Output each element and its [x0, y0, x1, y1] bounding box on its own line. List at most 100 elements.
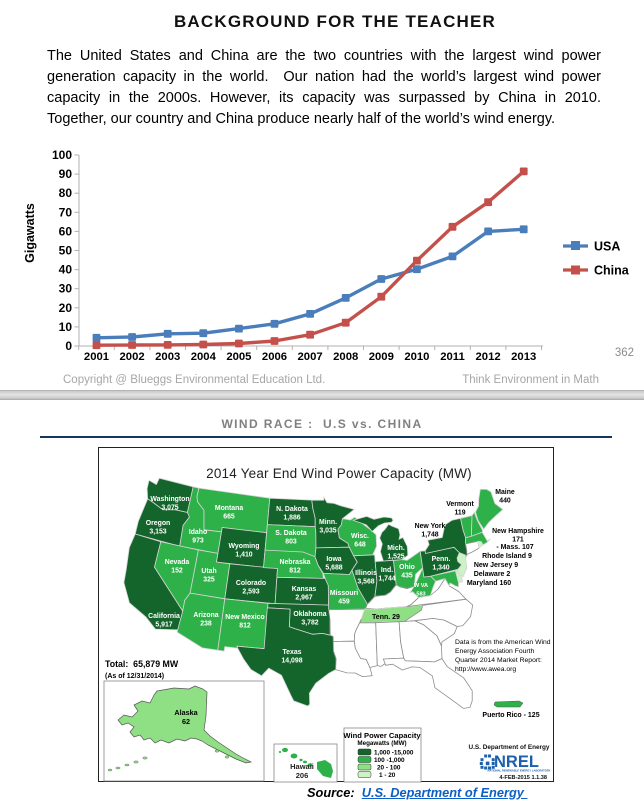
svg-text:Mich.: Mich. [387, 545, 405, 552]
svg-text:2010: 2010 [404, 351, 429, 363]
svg-text:206: 206 [296, 771, 309, 780]
svg-text:Utah: Utah [201, 568, 216, 575]
svg-text:803: 803 [285, 539, 297, 546]
svg-text:Nebraska: Nebraska [279, 559, 310, 566]
svg-text:New Jersey 9: New Jersey 9 [474, 562, 518, 569]
svg-text:119: 119 [454, 510, 465, 517]
svg-text:Arizona: Arizona [193, 612, 218, 619]
svg-text:New Mexico: New Mexico [225, 614, 264, 621]
svg-text:973: 973 [192, 538, 204, 545]
svg-text:U.S. Department of Energy: U.S. Department of Energy [469, 744, 550, 751]
svg-text:Rhode Island 9: Rhode Island 9 [482, 553, 532, 560]
svg-text:3,782: 3,782 [301, 620, 318, 627]
svg-text:812: 812 [289, 568, 301, 575]
svg-text:325: 325 [203, 577, 215, 584]
svg-text:Missouri: Missouri [330, 590, 358, 597]
svg-text:2006: 2006 [262, 351, 287, 363]
svg-text:Data is from the American Wind: Data is from the American Wind [455, 639, 551, 646]
svg-text:- Mass. 107: - Mass. 107 [496, 544, 533, 551]
svg-text:Quarter 2014 Market Report:: Quarter 2014 Market Report: [455, 657, 542, 664]
svg-text:4-FEB-2015 1.1.38: 4-FEB-2015 1.1.38 [499, 775, 547, 781]
svg-text:Vermont: Vermont [446, 501, 474, 508]
svg-text:Montana: Montana [215, 505, 243, 512]
svg-text:Wind Power Capacity: Wind Power Capacity [343, 731, 421, 740]
svg-text:Kansas: Kansas [292, 586, 317, 593]
svg-text:0: 0 [65, 339, 72, 353]
svg-text:W VA: W VA [414, 583, 428, 589]
svg-text:3,075: 3,075 [161, 505, 178, 512]
svg-text:2003: 2003 [155, 351, 180, 363]
svg-text:Colorado: Colorado [236, 580, 266, 587]
svg-text:2002: 2002 [120, 351, 145, 363]
svg-text:Idaho: Idaho [189, 529, 207, 536]
svg-text:2009: 2009 [369, 351, 394, 363]
svg-text:2,593: 2,593 [242, 589, 259, 596]
svg-text:1,000 -15,000: 1,000 -15,000 [374, 750, 414, 757]
svg-text:S. Dakota: S. Dakota [275, 530, 307, 537]
svg-text:(As of 12/31/2014): (As of 12/31/2014) [105, 673, 164, 680]
svg-text:60: 60 [59, 224, 73, 238]
svg-text:Illinois: Illinois [355, 570, 377, 577]
svg-text:Washington: Washington [150, 496, 189, 503]
svg-text:Wyoming: Wyoming [229, 543, 260, 550]
svg-text:1 - 20: 1 - 20 [379, 772, 396, 779]
svg-text:Hawaii: Hawaii [290, 762, 314, 771]
svg-text:100: 100 [52, 148, 72, 162]
svg-text:Tenn. 29: Tenn. 29 [372, 614, 400, 621]
svg-text:2007: 2007 [298, 351, 323, 363]
svg-text:2011: 2011 [440, 351, 465, 363]
svg-text:70: 70 [59, 205, 73, 219]
svg-text:5,688: 5,688 [325, 565, 342, 572]
svg-text:Maryland 160: Maryland 160 [467, 580, 511, 587]
svg-text:440: 440 [499, 498, 511, 505]
svg-text:171: 171 [512, 537, 524, 544]
svg-text:62: 62 [182, 717, 190, 726]
svg-text:1,886: 1,886 [283, 515, 300, 522]
svg-text:http://www.awea.org: http://www.awea.org [455, 666, 516, 673]
svg-text:2013: 2013 [511, 351, 536, 363]
svg-text:Iowa: Iowa [326, 556, 341, 563]
svg-text:Nevada: Nevada [165, 559, 190, 566]
svg-text:Penn.: Penn. [432, 556, 451, 563]
svg-text:90: 90 [59, 167, 73, 181]
svg-text:2014 Year End Wind Power Capac: 2014 Year End Wind Power Capacity (MW) [206, 466, 472, 481]
svg-text:812: 812 [239, 623, 251, 630]
svg-text:New Hampshire: New Hampshire [492, 528, 544, 535]
svg-text:Ind.: Ind. [381, 567, 393, 574]
svg-text:665: 665 [223, 514, 235, 521]
svg-text:N. Dakota: N. Dakota [276, 506, 308, 513]
svg-text:Puerto Rico - 125: Puerto Rico - 125 [482, 712, 539, 719]
svg-text:238: 238 [200, 621, 212, 628]
svg-text:NATIONAL RENEWABLE ENERGY LABO: NATIONAL RENEWABLE ENERGY LABORATORY [488, 769, 551, 773]
svg-text:2008: 2008 [333, 351, 358, 363]
svg-text:California: California [148, 613, 180, 620]
svg-text:14,098: 14,098 [281, 658, 302, 665]
svg-text:China: China [594, 264, 630, 278]
svg-text:152: 152 [171, 568, 183, 575]
svg-text:1,748: 1,748 [421, 532, 438, 539]
svg-text:USA: USA [594, 240, 620, 254]
svg-text:Megawatts (MW): Megawatts (MW) [357, 740, 406, 747]
svg-text:2001: 2001 [84, 351, 109, 363]
svg-text:Gigawatts: Gigawatts [23, 203, 37, 263]
svg-text:Minn.: Minn. [319, 519, 337, 526]
svg-text:3,568: 3,568 [357, 579, 374, 586]
svg-text:Total: 65,879 MW: Total: 65,879 MW [105, 659, 179, 669]
svg-text:2005: 2005 [226, 351, 251, 363]
svg-text:Wisc.: Wisc. [351, 533, 369, 540]
svg-text:30: 30 [59, 282, 73, 296]
svg-text:2012: 2012 [476, 351, 501, 363]
svg-text:Oklahoma: Oklahoma [293, 611, 326, 618]
svg-text:583: 583 [416, 592, 425, 598]
svg-text:3,153: 3,153 [149, 529, 166, 536]
svg-text:20 - 100: 20 - 100 [377, 765, 401, 772]
svg-text:3,035: 3,035 [319, 528, 336, 535]
svg-text:Alaska: Alaska [174, 708, 198, 717]
svg-text:435: 435 [401, 573, 413, 580]
svg-text:1,410: 1,410 [235, 552, 252, 559]
svg-text:2,967: 2,967 [295, 595, 312, 602]
svg-text:2004: 2004 [191, 351, 217, 363]
svg-text:80: 80 [59, 186, 73, 200]
svg-text:1,340: 1,340 [432, 565, 449, 572]
svg-text:1,744: 1,744 [378, 576, 395, 583]
